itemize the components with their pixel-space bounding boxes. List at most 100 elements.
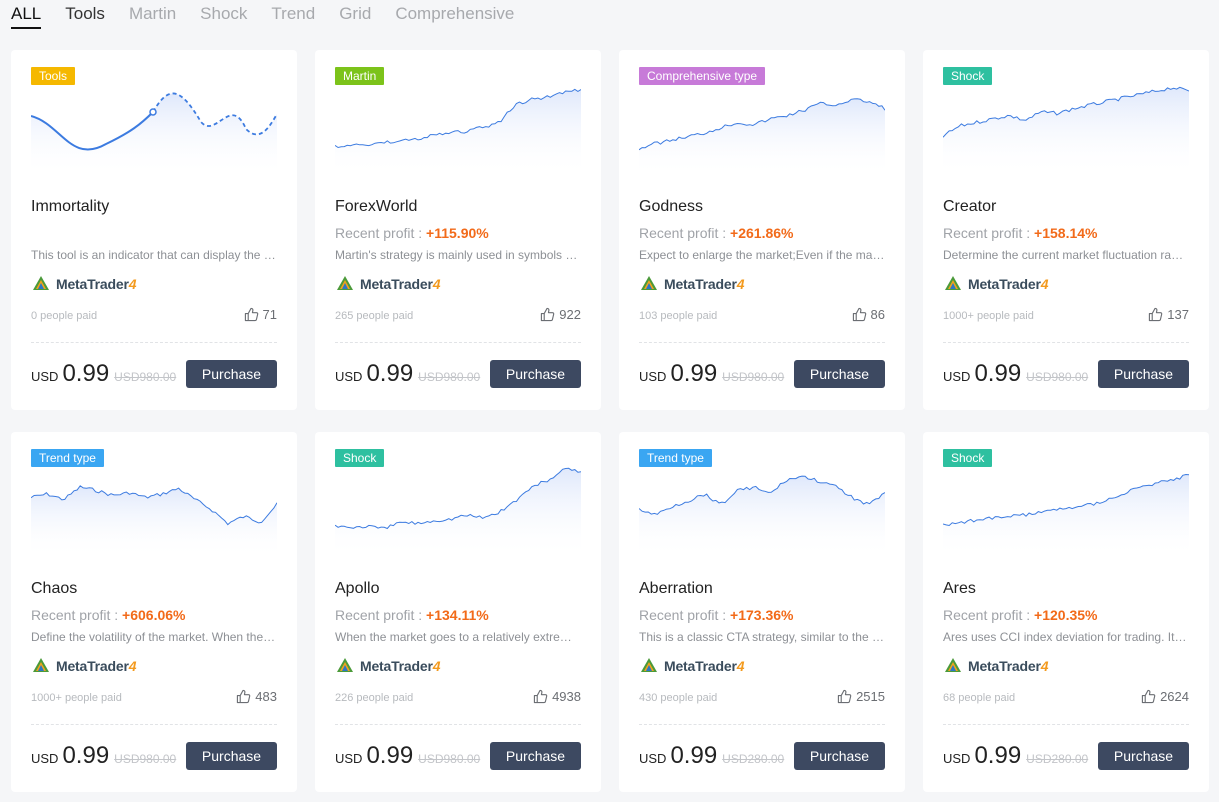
product-description: Define the volatility of the market. Whe…	[31, 630, 277, 644]
platform-name: MetaTrader4	[360, 658, 441, 674]
chart-line	[31, 111, 154, 151]
product-card[interactable]: Trend type Aberration Recent profit : +1…	[619, 432, 905, 792]
purchase-button[interactable]: Purchase	[1098, 360, 1189, 388]
chart-projection-line	[152, 92, 277, 136]
chart-line	[639, 98, 885, 151]
product-name[interactable]: Immortality	[31, 198, 110, 215]
profit-label: Recent profit :	[639, 225, 731, 241]
like-button[interactable]: 86	[852, 307, 885, 322]
purchase-button[interactable]: Purchase	[490, 742, 581, 770]
performance-chart	[335, 467, 581, 558]
people-paid: 430 people paid	[639, 692, 718, 704]
people-paid: 103 people paid	[639, 310, 718, 322]
product-name[interactable]: Creator	[943, 198, 997, 215]
like-button[interactable]: 4938	[533, 689, 581, 704]
tab-shock[interactable]: Shock	[200, 4, 248, 23]
purchase-button[interactable]: Purchase	[186, 742, 277, 770]
profit-value: +606.06%	[122, 607, 186, 623]
platform-name: MetaTrader4	[664, 276, 745, 292]
tab-all[interactable]: ALL	[11, 0, 42, 29]
recent-profit: Recent profit : +120.35%	[943, 607, 1098, 623]
recent-profit: Recent profit : +606.06%	[31, 607, 186, 623]
price: USD 0.99 USD980.00	[335, 360, 480, 388]
price-amount: 0.99	[670, 360, 718, 387]
profit-label: Recent profit :	[335, 225, 427, 241]
price-amount: 0.99	[366, 360, 414, 387]
performance-chart	[31, 485, 277, 558]
tab-trend[interactable]: Trend	[271, 4, 316, 23]
category-tabs: ALL Tools Martin Shock Trend Grid Compre…	[11, 0, 538, 32]
like-button[interactable]: 2515	[837, 689, 885, 704]
price: USD 0.99 USD980.00	[335, 742, 480, 770]
product-description: Determine the current market fluctuation…	[943, 248, 1189, 262]
performance-chart	[639, 475, 885, 558]
divider	[335, 342, 581, 343]
purchase-button[interactable]: Purchase	[186, 360, 277, 388]
purchase-button[interactable]: Purchase	[1098, 742, 1189, 770]
like-count: 71	[262, 307, 277, 322]
product-card[interactable]: Tools Immortality This tool is an indica…	[11, 50, 297, 410]
like-button[interactable]: 922	[540, 307, 581, 322]
profit-label: Recent profit :	[31, 607, 123, 623]
chart-area	[639, 476, 885, 558]
recent-profit: Recent profit : +134.11%	[335, 607, 489, 623]
category-badge: Martin	[335, 67, 385, 85]
metatrader-logo-icon	[641, 658, 657, 672]
purchase-button[interactable]: Purchase	[794, 742, 885, 770]
product-card[interactable]: Comprehensive type Godness Recent profit…	[619, 50, 905, 410]
recent-profit: Recent profit : +158.14%	[943, 225, 1098, 241]
price-currency: USD	[639, 751, 667, 766]
tab-grid[interactable]: Grid	[339, 4, 372, 23]
like-button[interactable]: 137	[1148, 307, 1189, 322]
category-badge: Shock	[335, 449, 385, 467]
product-card[interactable]: Martin ForexWorld Recent profit : +115.9…	[315, 50, 601, 410]
product-name[interactable]: Ares	[943, 580, 976, 597]
product-card[interactable]: Shock Ares Recent profit : +120.35% Ares…	[923, 432, 1209, 792]
product-card[interactable]: Shock Creator Recent profit : +158.14% D…	[923, 50, 1209, 410]
original-price: USD980.00	[114, 752, 177, 766]
product-name[interactable]: ForexWorld	[335, 198, 418, 215]
people-paid: 0 people paid	[31, 310, 98, 322]
thumbs-up-icon	[1149, 307, 1163, 322]
tab-martin[interactable]: Martin	[128, 4, 177, 23]
like-count: 2624	[1160, 689, 1189, 704]
product-name[interactable]: Aberration	[639, 580, 713, 597]
profit-label: Recent profit :	[335, 607, 427, 623]
metatrader-logo-icon	[945, 276, 961, 290]
thumbs-up-icon	[1141, 689, 1156, 704]
product-description: Ares uses CCI index deviation for tradin…	[943, 630, 1189, 644]
like-count: 922	[559, 307, 581, 322]
product-name[interactable]: Apollo	[335, 580, 380, 597]
purchase-button[interactable]: Purchase	[490, 360, 581, 388]
like-count: 4938	[552, 689, 581, 704]
platform-label: MetaTrader4	[31, 656, 136, 676]
price: USD 0.99 USD280.00	[943, 742, 1088, 770]
price-currency: USD	[943, 369, 971, 384]
product-name[interactable]: Godness	[639, 198, 704, 215]
recent-profit: Recent profit : +173.36%	[639, 607, 794, 623]
performance-chart	[31, 92, 277, 176]
purchase-button[interactable]: Purchase	[794, 360, 885, 388]
tab-comprehensive[interactable]: Comprehensive	[395, 4, 515, 23]
like-button[interactable]: 2624	[1141, 689, 1189, 704]
price: USD 0.99 USD980.00	[31, 742, 176, 770]
original-price: USD280.00	[1026, 752, 1089, 766]
divider	[335, 724, 581, 725]
divider	[31, 724, 277, 725]
thumbs-up-icon	[533, 689, 548, 704]
divider	[943, 342, 1189, 343]
like-button[interactable]: 483	[236, 689, 277, 704]
product-card[interactable]: Shock Apollo Recent profit : +134.11% Wh…	[315, 432, 601, 792]
price-amount: 0.99	[62, 742, 110, 769]
platform-label: MetaTrader4	[335, 274, 440, 294]
product-card[interactable]: Trend type Chaos Recent profit : +606.06…	[11, 432, 297, 792]
tab-tools[interactable]: Tools	[65, 4, 105, 23]
product-description: This is a classic CTA strategy, similar …	[639, 630, 885, 644]
people-paid: 68 people paid	[943, 692, 1016, 704]
profit-value: +134.11%	[426, 607, 489, 623]
people-paid: 265 people paid	[335, 310, 414, 322]
product-name[interactable]: Chaos	[31, 580, 78, 597]
platform-name: MetaTrader4	[968, 658, 1049, 674]
like-button[interactable]: 71	[244, 307, 277, 322]
price-currency: USD	[639, 369, 667, 384]
